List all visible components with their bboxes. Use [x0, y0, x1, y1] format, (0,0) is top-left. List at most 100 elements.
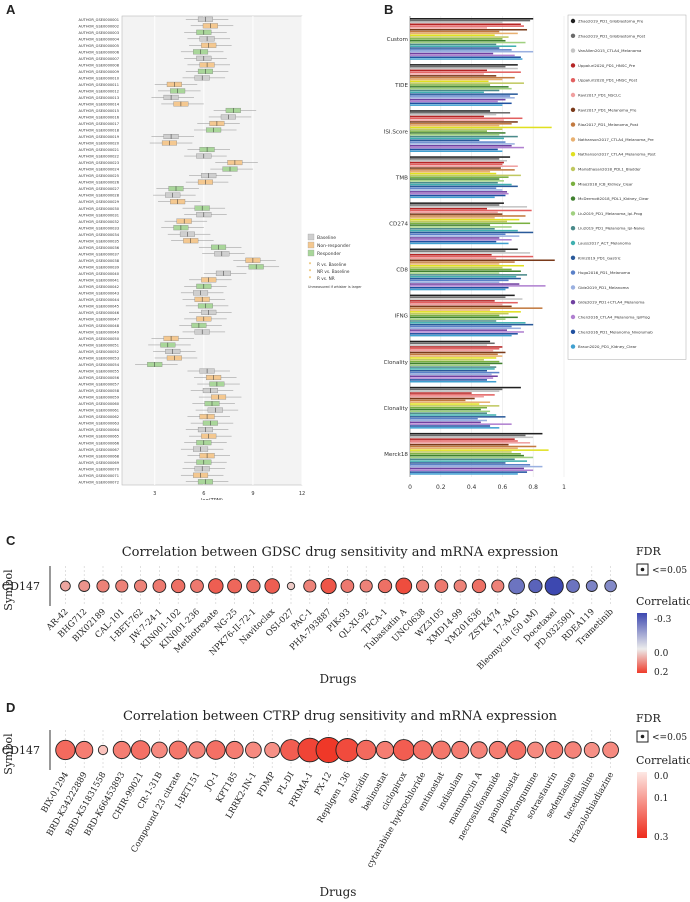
- bar: [410, 180, 504, 182]
- bubble: [264, 578, 280, 594]
- category-label: AUTHOR_GSE0000033: [79, 226, 119, 230]
- legend-marker: [570, 300, 576, 305]
- category-label: AUTHOR_GSE0000041: [79, 278, 119, 282]
- bar: [410, 150, 503, 152]
- category-label: AUTHOR_GSE0000036: [79, 246, 120, 250]
- category-label: AUTHOR_GSE0000054: [79, 363, 120, 367]
- bubble: [55, 739, 76, 761]
- category-label: B.Clonality: [384, 406, 409, 412]
- bar: [410, 121, 518, 123]
- bar: [410, 445, 537, 448]
- bubble: [377, 578, 393, 594]
- bubble: [112, 740, 131, 760]
- bar: [410, 423, 512, 425]
- bar: [410, 377, 494, 379]
- legend-marker: [570, 78, 576, 83]
- legend-marker: [570, 48, 576, 53]
- fdr-legend-box: [636, 563, 649, 576]
- legend-label: Riaz2017_PD1_Melanoma_Post: [578, 122, 639, 127]
- bar: [410, 21, 503, 24]
- bubble: [335, 738, 360, 762]
- legend-label: Miao2018_ICB_Kidney_Clear: [578, 181, 633, 186]
- bar: [410, 412, 487, 414]
- legend-marker: [570, 107, 576, 113]
- bar: [410, 133, 500, 136]
- bar: [410, 50, 534, 53]
- bar: [410, 340, 491, 343]
- legend-marker: *: [309, 276, 312, 282]
- bar: [410, 113, 497, 116]
- bar: [410, 43, 497, 46]
- legend-marker: [570, 33, 576, 38]
- bar: [410, 119, 504, 121]
- bar: [410, 64, 518, 66]
- bar: [410, 386, 521, 389]
- bubble: [286, 581, 296, 591]
- bar: [410, 126, 552, 129]
- category-label: AUTHOR_GSE0000002: [79, 24, 119, 28]
- bar: [410, 235, 520, 237]
- bar: [410, 130, 487, 132]
- bar: [410, 327, 521, 330]
- category-label: AUTHOR_GSE0000005: [79, 44, 119, 48]
- y-axis-label: Symbol: [2, 733, 15, 775]
- category-label: AUTHOR_GSE0000034: [79, 233, 120, 237]
- bubble: [416, 579, 430, 593]
- color-tick-label: 0.0: [654, 772, 669, 782]
- bar: [410, 305, 512, 308]
- category-label: AUTHOR_GSE0000014: [79, 103, 120, 107]
- category-label: AUTHOR_GSE0000031: [79, 213, 119, 217]
- bubble: [227, 578, 243, 594]
- category-label: AUTHOR_GSE0000007: [79, 57, 119, 61]
- bar: [410, 139, 480, 142]
- legend-label: NR vs. Baseline: [317, 269, 350, 274]
- category-label: AUTHOR_GSE0000061: [79, 409, 119, 413]
- category-label: AUTHOR_GSE0000038: [79, 259, 120, 263]
- category-label: AUTHOR_GSE0000066: [79, 441, 120, 445]
- category-label: AUTHOR_GSE0000062: [79, 415, 119, 419]
- bar: [410, 237, 500, 239]
- panel-letter-a: A: [6, 2, 16, 17]
- bar: [410, 436, 534, 439]
- bar: [410, 206, 528, 208]
- legend-label: Non-responder: [317, 243, 351, 249]
- bar: [410, 128, 503, 131]
- legend-label: Ravi2017_PD1_NSCLC: [578, 93, 621, 98]
- bar: [410, 161, 504, 164]
- x-axis-label: Drugs: [320, 885, 357, 899]
- bar: [410, 240, 497, 243]
- bar: [410, 52, 494, 55]
- legend-marker: [570, 240, 576, 246]
- bar: [410, 30, 500, 33]
- bar: [410, 231, 534, 234]
- legend-marker: *: [309, 262, 312, 268]
- bar: [410, 69, 487, 72]
- legend-marker: [570, 181, 576, 186]
- category-label: AUTHOR_GSE0000016: [79, 116, 120, 120]
- bar: [410, 318, 506, 320]
- legend-note: Unmeasured if whisker is larger: [308, 285, 362, 289]
- category-label: AUTHOR_GSE0000027: [79, 187, 119, 191]
- bubble: [356, 739, 377, 761]
- bar: [410, 178, 500, 180]
- panel-letter-d: D: [6, 700, 16, 715]
- bar: [410, 406, 487, 409]
- color-tick-label: -0.3: [654, 615, 672, 625]
- bar: [410, 281, 500, 283]
- bubble: [78, 580, 91, 592]
- bar: [410, 248, 518, 251]
- color-legend-title: Correlation: [636, 595, 690, 608]
- bar: [410, 309, 491, 311]
- bar: [410, 73, 484, 75]
- bar: [410, 371, 500, 374]
- bar: [410, 307, 543, 309]
- legend-marker: [570, 196, 576, 201]
- legend-label: Zhao2019_PD1_Glioblastoma_Post: [578, 33, 646, 38]
- bar: [410, 355, 503, 357]
- category-label: AUTHOR_GSE0000020: [79, 142, 120, 146]
- bar: [410, 380, 497, 383]
- x-tick-label: 0.6: [498, 484, 508, 491]
- bar: [410, 296, 506, 298]
- bar: [410, 408, 481, 411]
- bar: [410, 264, 524, 267]
